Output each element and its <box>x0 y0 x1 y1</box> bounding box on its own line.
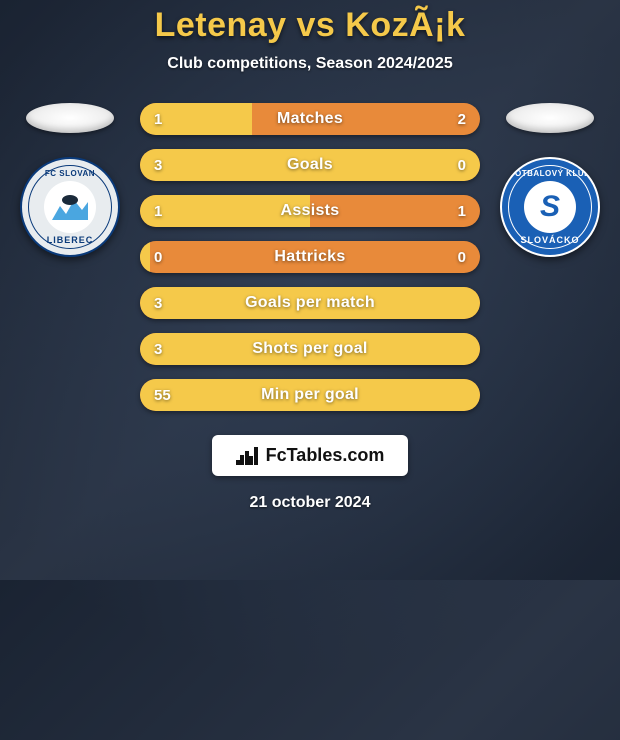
stats-column: 12Matches 30Goals 11Assists 00Hattricks 3Goa… <box>140 103 480 411</box>
comparison-container: Letenay vs KozÃ¡k Club competitions, Sea… <box>0 0 620 580</box>
crest-left-center <box>44 181 96 233</box>
stat-label: Shots per goal <box>140 333 480 365</box>
player-right-crest: FOTBALOVÝ KLUB S SLOVÁCKO <box>500 157 600 257</box>
footer-brand-text: FcTables.com <box>266 445 385 466</box>
stat-bar: 55Min per goal <box>140 379 480 411</box>
crest-left-bottom-text: LIBEREC <box>22 235 118 245</box>
player-right-column: FOTBALOVÝ KLUB S SLOVÁCKO <box>480 103 620 257</box>
crest-left-top-text: FC SLOVAN <box>22 169 118 178</box>
footer-date: 21 october 2024 <box>250 494 371 512</box>
player-left-crest: FC SLOVAN LIBEREC <box>20 157 120 257</box>
stat-bar: 11Assists <box>140 195 480 227</box>
page-subtitle: Club competitions, Season 2024/2025 <box>167 55 452 73</box>
stat-label: Hattricks <box>140 241 480 273</box>
player-left-silhouette <box>26 103 114 133</box>
stat-label: Matches <box>140 103 480 135</box>
crest-right-center: S <box>524 181 576 233</box>
stat-bar: 12Matches <box>140 103 480 135</box>
crest-right-bottom-text: SLOVÁCKO <box>502 235 598 245</box>
main-row: FC SLOVAN LIBEREC 12Matches 30Goals 11Assi… <box>0 103 620 411</box>
player-right-silhouette <box>506 103 594 133</box>
stat-label: Min per goal <box>140 379 480 411</box>
stat-bar: 30Goals <box>140 149 480 181</box>
stat-bar: 00Hattricks <box>140 241 480 273</box>
stat-bar: 3Shots per goal <box>140 333 480 365</box>
page-title: Letenay vs KozÃ¡k <box>155 6 466 45</box>
crest-right-center-letter: S <box>540 190 560 224</box>
stat-label: Assists <box>140 195 480 227</box>
footer-chart-icon <box>236 447 258 465</box>
crest-right-top-text: FOTBALOVÝ KLUB <box>502 169 598 178</box>
player-left-column: FC SLOVAN LIBEREC <box>0 103 140 257</box>
stat-label: Goals <box>140 149 480 181</box>
stat-label: Goals per match <box>140 287 480 319</box>
footer-brand-badge[interactable]: FcTables.com <box>212 435 409 476</box>
stat-bar: 3Goals per match <box>140 287 480 319</box>
crest-left-center-icon <box>50 192 90 222</box>
